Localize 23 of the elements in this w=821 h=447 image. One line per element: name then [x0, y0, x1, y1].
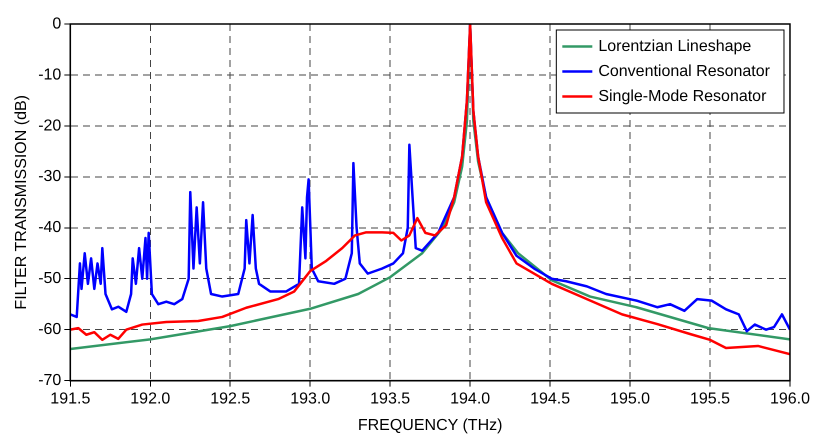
x-tick-label: 192.0	[130, 390, 170, 408]
x-tick-label: 196.0	[770, 390, 810, 408]
y-tick-label: -70	[38, 372, 62, 390]
y-tick-label: 0	[52, 15, 62, 32]
x-tick-label: 191.5	[50, 390, 90, 408]
y-tick-label: -30	[38, 168, 62, 186]
x-tick-label: 193.0	[290, 390, 330, 408]
x-tick-label: 195.0	[610, 390, 650, 408]
x-tick-label: 195.5	[690, 390, 730, 408]
x-axis-title: FREQUENCY (THz)	[358, 416, 502, 434]
y-tick-label: -50	[38, 270, 62, 288]
y-tick-label: -20	[38, 117, 62, 134]
y-tick-label: -60	[38, 321, 62, 338]
x-tick-label: 194.0	[450, 390, 490, 408]
x-tick-label: 194.5	[530, 390, 570, 408]
x-tick-label: 192.5	[210, 390, 250, 408]
y-tick-label: -40	[38, 219, 62, 236]
legend-label: Lorentzian Lineshape	[598, 38, 752, 55]
y-axis-title: FILTER TRANSMISSION (dB)	[13, 95, 30, 310]
legend-label: Single-Mode Resonator	[598, 88, 768, 105]
x-tick-label: 193.5	[370, 390, 410, 408]
legend-label: Conventional Resonator	[598, 62, 771, 80]
y-tick-label: -10	[38, 66, 62, 84]
